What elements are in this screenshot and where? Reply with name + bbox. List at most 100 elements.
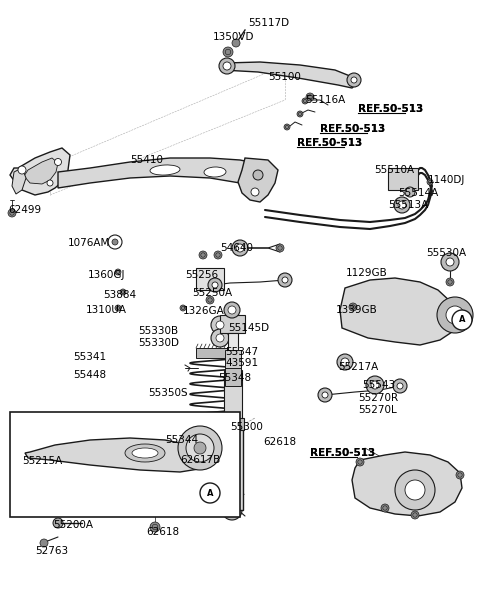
Circle shape bbox=[356, 458, 364, 466]
Polygon shape bbox=[238, 158, 278, 202]
Text: 55348: 55348 bbox=[218, 373, 251, 383]
Circle shape bbox=[397, 383, 403, 389]
Circle shape bbox=[394, 197, 410, 213]
Polygon shape bbox=[25, 438, 215, 472]
Circle shape bbox=[411, 511, 419, 519]
Circle shape bbox=[208, 278, 222, 292]
Text: 55543: 55543 bbox=[362, 380, 395, 390]
Circle shape bbox=[232, 240, 248, 256]
Text: 62499: 62499 bbox=[8, 205, 41, 215]
Text: REF.50-513: REF.50-513 bbox=[310, 448, 375, 458]
Polygon shape bbox=[24, 158, 58, 184]
Circle shape bbox=[198, 506, 206, 514]
Text: 55330B: 55330B bbox=[138, 326, 178, 336]
Text: 55448: 55448 bbox=[73, 370, 106, 380]
Circle shape bbox=[47, 180, 53, 186]
Text: 1140DJ: 1140DJ bbox=[428, 175, 466, 185]
Circle shape bbox=[393, 379, 407, 393]
Circle shape bbox=[405, 187, 415, 197]
Circle shape bbox=[318, 388, 332, 402]
Text: 55217A: 55217A bbox=[338, 362, 378, 372]
Polygon shape bbox=[58, 158, 258, 197]
Circle shape bbox=[206, 296, 214, 304]
Circle shape bbox=[115, 269, 121, 275]
Text: 55116A: 55116A bbox=[305, 95, 345, 105]
Circle shape bbox=[437, 297, 473, 333]
Circle shape bbox=[223, 62, 231, 70]
Text: 55145D: 55145D bbox=[228, 323, 269, 333]
Text: 55513A: 55513A bbox=[388, 200, 428, 210]
Text: 1076AM: 1076AM bbox=[68, 238, 110, 248]
Text: 1360GJ: 1360GJ bbox=[88, 270, 125, 280]
Circle shape bbox=[251, 188, 259, 196]
Ellipse shape bbox=[132, 448, 158, 458]
Circle shape bbox=[222, 500, 242, 520]
Circle shape bbox=[446, 278, 454, 286]
Circle shape bbox=[232, 39, 240, 47]
Circle shape bbox=[351, 77, 357, 83]
Text: REF.50-513: REF.50-513 bbox=[358, 104, 423, 114]
Text: A: A bbox=[459, 315, 465, 324]
Text: 1326GA: 1326GA bbox=[183, 306, 225, 316]
Circle shape bbox=[8, 209, 16, 217]
Circle shape bbox=[186, 434, 214, 462]
Ellipse shape bbox=[150, 165, 180, 175]
Text: 55256: 55256 bbox=[185, 270, 218, 280]
FancyBboxPatch shape bbox=[225, 368, 241, 386]
FancyBboxPatch shape bbox=[388, 168, 418, 190]
Circle shape bbox=[427, 179, 433, 185]
Circle shape bbox=[284, 124, 290, 130]
Text: 55117D: 55117D bbox=[248, 18, 289, 28]
Polygon shape bbox=[10, 148, 70, 195]
Circle shape bbox=[24, 445, 40, 461]
Circle shape bbox=[297, 111, 303, 117]
Text: 55270L: 55270L bbox=[358, 405, 397, 415]
Text: 62618: 62618 bbox=[263, 437, 296, 447]
Polygon shape bbox=[12, 168, 26, 194]
Circle shape bbox=[200, 483, 220, 503]
Text: 55250A: 55250A bbox=[192, 288, 232, 298]
Ellipse shape bbox=[125, 444, 165, 462]
Circle shape bbox=[211, 316, 229, 334]
Circle shape bbox=[224, 302, 240, 318]
Circle shape bbox=[395, 470, 435, 510]
Circle shape bbox=[341, 358, 349, 366]
Circle shape bbox=[112, 239, 118, 245]
Text: 43591: 43591 bbox=[225, 358, 258, 368]
Circle shape bbox=[219, 58, 235, 74]
Polygon shape bbox=[352, 452, 462, 516]
Text: REF.50-513: REF.50-513 bbox=[297, 138, 362, 148]
Circle shape bbox=[16, 437, 48, 469]
Circle shape bbox=[278, 273, 292, 287]
Circle shape bbox=[228, 306, 236, 314]
Circle shape bbox=[53, 518, 63, 528]
Text: A: A bbox=[207, 488, 213, 497]
Circle shape bbox=[276, 244, 284, 252]
Text: 55514A: 55514A bbox=[398, 188, 438, 198]
Circle shape bbox=[194, 442, 206, 454]
Circle shape bbox=[178, 426, 222, 470]
Circle shape bbox=[18, 166, 26, 174]
Circle shape bbox=[216, 334, 224, 342]
Text: REF.50-513: REF.50-513 bbox=[297, 138, 362, 148]
Circle shape bbox=[349, 303, 357, 311]
Polygon shape bbox=[340, 278, 460, 345]
Circle shape bbox=[115, 305, 121, 311]
Circle shape bbox=[211, 329, 229, 347]
Text: 55270R: 55270R bbox=[358, 393, 398, 403]
FancyBboxPatch shape bbox=[228, 333, 238, 403]
Text: 1310UA: 1310UA bbox=[86, 305, 127, 315]
Text: 55330D: 55330D bbox=[138, 338, 179, 348]
FancyBboxPatch shape bbox=[224, 370, 242, 450]
Circle shape bbox=[120, 289, 126, 295]
Text: 55200A: 55200A bbox=[53, 520, 93, 530]
Text: 53884: 53884 bbox=[103, 290, 136, 300]
Text: 55300: 55300 bbox=[230, 422, 263, 432]
Circle shape bbox=[446, 306, 464, 324]
Text: 55347: 55347 bbox=[225, 347, 258, 357]
Text: 55530A: 55530A bbox=[426, 248, 466, 258]
Text: REF.50-513: REF.50-513 bbox=[320, 124, 385, 134]
Text: 55100: 55100 bbox=[268, 72, 301, 82]
Circle shape bbox=[212, 282, 218, 288]
Text: 55341: 55341 bbox=[73, 352, 106, 362]
